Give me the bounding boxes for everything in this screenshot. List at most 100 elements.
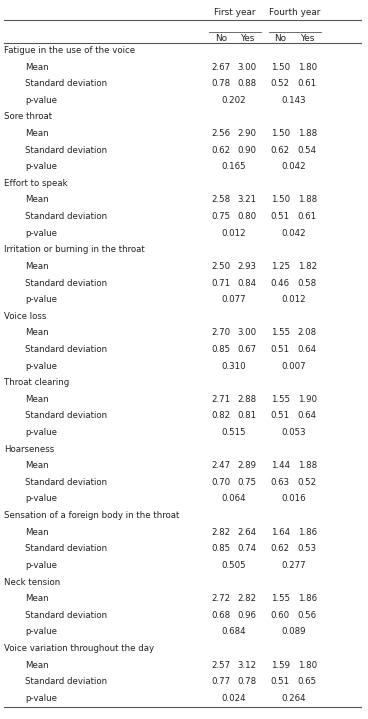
Text: Standard deviation: Standard deviation xyxy=(25,610,107,620)
Text: 0.077: 0.077 xyxy=(222,296,246,304)
Text: p-value: p-value xyxy=(25,162,57,171)
Text: Hoarseness: Hoarseness xyxy=(4,444,55,454)
Text: 0.90: 0.90 xyxy=(238,146,257,155)
Text: 2.58: 2.58 xyxy=(211,196,230,204)
Text: Standard deviation: Standard deviation xyxy=(25,212,107,221)
Text: 0.80: 0.80 xyxy=(238,212,257,221)
Text: No: No xyxy=(275,34,286,43)
Text: 1.64: 1.64 xyxy=(271,528,290,536)
Text: Mean: Mean xyxy=(25,661,49,669)
Text: 1.90: 1.90 xyxy=(298,395,317,404)
Text: Mean: Mean xyxy=(25,63,49,72)
Text: 2.72: 2.72 xyxy=(211,594,230,603)
Text: 0.61: 0.61 xyxy=(298,212,317,221)
Text: 3.00: 3.00 xyxy=(238,329,257,337)
Text: 3.12: 3.12 xyxy=(238,661,257,669)
Text: 1.50: 1.50 xyxy=(271,129,290,138)
Text: 0.51: 0.51 xyxy=(271,411,290,421)
Text: 3.00: 3.00 xyxy=(238,63,257,72)
Text: 2.56: 2.56 xyxy=(211,129,230,138)
Text: 0.52: 0.52 xyxy=(298,478,317,487)
Text: 0.71: 0.71 xyxy=(211,278,230,288)
Text: 2.64: 2.64 xyxy=(238,528,257,536)
Text: 2.47: 2.47 xyxy=(211,462,230,470)
Text: 0.88: 0.88 xyxy=(238,79,257,88)
Text: 0.84: 0.84 xyxy=(238,278,257,288)
Text: 0.74: 0.74 xyxy=(238,544,257,554)
Text: 0.75: 0.75 xyxy=(211,212,230,221)
Text: 0.042: 0.042 xyxy=(282,229,306,238)
Text: 1.55: 1.55 xyxy=(271,329,290,337)
Text: 0.51: 0.51 xyxy=(271,345,290,354)
Text: Mean: Mean xyxy=(25,329,49,337)
Text: p-value: p-value xyxy=(25,561,57,570)
Text: 0.089: 0.089 xyxy=(282,628,306,636)
Text: 2.70: 2.70 xyxy=(211,329,230,337)
Text: 3.21: 3.21 xyxy=(238,196,257,204)
Text: 0.012: 0.012 xyxy=(222,229,246,238)
Text: 0.56: 0.56 xyxy=(298,610,317,620)
Text: p-value: p-value xyxy=(25,628,57,636)
Text: 1.50: 1.50 xyxy=(271,63,290,72)
Text: p-value: p-value xyxy=(25,495,57,503)
Text: 0.78: 0.78 xyxy=(211,79,230,88)
Text: Standard deviation: Standard deviation xyxy=(25,345,107,354)
Text: Mean: Mean xyxy=(25,594,49,603)
Text: 1.44: 1.44 xyxy=(271,462,290,470)
Text: Neck tension: Neck tension xyxy=(4,577,61,587)
Text: 1.80: 1.80 xyxy=(298,63,317,72)
Text: 0.63: 0.63 xyxy=(271,478,290,487)
Text: Standard deviation: Standard deviation xyxy=(25,544,107,554)
Text: 0.81: 0.81 xyxy=(238,411,257,421)
Text: 0.85: 0.85 xyxy=(211,345,230,354)
Text: p-value: p-value xyxy=(25,229,57,238)
Text: 0.51: 0.51 xyxy=(271,677,290,686)
Text: 0.51: 0.51 xyxy=(271,212,290,221)
Text: Mean: Mean xyxy=(25,262,49,271)
Text: 0.96: 0.96 xyxy=(238,610,257,620)
Text: 0.60: 0.60 xyxy=(271,610,290,620)
Text: Standard deviation: Standard deviation xyxy=(25,411,107,421)
Text: 0.82: 0.82 xyxy=(211,411,230,421)
Text: 1.86: 1.86 xyxy=(298,594,317,603)
Text: p-value: p-value xyxy=(25,428,57,437)
Text: p-value: p-value xyxy=(25,296,57,304)
Text: 0.65: 0.65 xyxy=(298,677,317,686)
Text: 0.62: 0.62 xyxy=(271,146,290,155)
Text: Fourth year: Fourth year xyxy=(269,8,321,17)
Text: Mean: Mean xyxy=(25,395,49,404)
Text: 1.88: 1.88 xyxy=(298,462,317,470)
Text: 2.82: 2.82 xyxy=(238,594,257,603)
Text: 0.67: 0.67 xyxy=(238,345,257,354)
Text: 0.143: 0.143 xyxy=(282,96,306,105)
Text: 0.46: 0.46 xyxy=(271,278,290,288)
Text: 0.78: 0.78 xyxy=(238,677,257,686)
Text: 0.70: 0.70 xyxy=(211,478,230,487)
Text: Standard deviation: Standard deviation xyxy=(25,478,107,487)
Text: 0.165: 0.165 xyxy=(222,162,246,171)
Text: Mean: Mean xyxy=(25,528,49,536)
Text: Sore throat: Sore throat xyxy=(4,112,53,122)
Text: Mean: Mean xyxy=(25,129,49,138)
Text: Sensation of a foreign body in the throat: Sensation of a foreign body in the throa… xyxy=(4,511,180,520)
Text: 0.64: 0.64 xyxy=(298,411,317,421)
Text: Standard deviation: Standard deviation xyxy=(25,677,107,686)
Text: Standard deviation: Standard deviation xyxy=(25,146,107,155)
Text: 0.016: 0.016 xyxy=(282,495,306,503)
Text: 0.77: 0.77 xyxy=(211,677,230,686)
Text: 2.50: 2.50 xyxy=(211,262,230,271)
Text: p-value: p-value xyxy=(25,96,57,105)
Text: 1.50: 1.50 xyxy=(271,196,290,204)
Text: 1.88: 1.88 xyxy=(298,129,317,138)
Text: 0.277: 0.277 xyxy=(282,561,306,570)
Text: 2.93: 2.93 xyxy=(238,262,257,271)
Text: 0.024: 0.024 xyxy=(222,694,246,702)
Text: First year: First year xyxy=(215,8,256,17)
Text: 0.310: 0.310 xyxy=(222,362,246,370)
Text: Throat clearing: Throat clearing xyxy=(4,378,70,388)
Text: 1.55: 1.55 xyxy=(271,594,290,603)
Text: 0.202: 0.202 xyxy=(222,96,246,105)
Text: 0.54: 0.54 xyxy=(298,146,317,155)
Text: Yes: Yes xyxy=(300,34,315,43)
Text: 0.64: 0.64 xyxy=(298,345,317,354)
